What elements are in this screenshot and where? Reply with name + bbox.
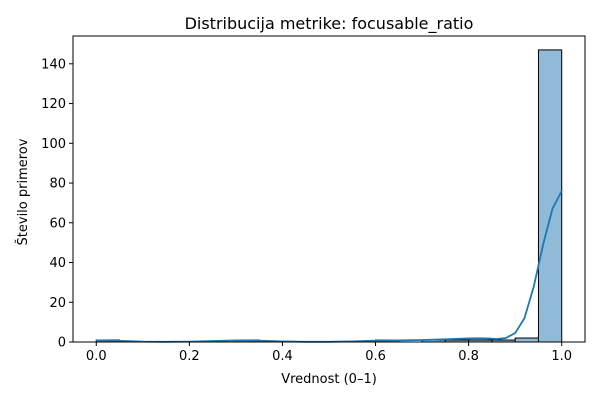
y-tick-label: 120 [41,97,66,112]
y-tick-label: 40 [49,256,66,271]
bars-layer [95,49,563,343]
y-tick-label: 0 [58,336,66,351]
plot-frame [72,35,586,343]
x-tick-label: 0.0 [86,349,107,364]
y-tick-label: 60 [49,216,66,231]
axes-layer: 0.0 0.2 0.4 0.6 0.8 1.0 0 20 40 60 80 100 120 140 [41,35,586,364]
x-tick-label: 1.0 [551,349,572,364]
y-axis-title: Število primerov [15,138,31,245]
y-tick-label: 140 [41,57,66,72]
x-axis-title: Vrednost (0–1) [281,372,377,387]
histogram-bar [514,337,539,343]
chart-title: Distribucija metrike: focusable_ratio [185,14,474,34]
x-tick-label: 0.6 [365,349,386,364]
kde-line [96,190,563,343]
y-tick-label: 80 [49,177,66,192]
y-tick-label: 20 [49,296,66,311]
kde-layer [96,190,563,343]
x-tick-label: 0.4 [272,349,293,364]
y-tick-label: 100 [41,137,66,152]
x-tick-label: 0.8 [458,349,479,364]
x-tick-label: 0.2 [179,349,200,364]
